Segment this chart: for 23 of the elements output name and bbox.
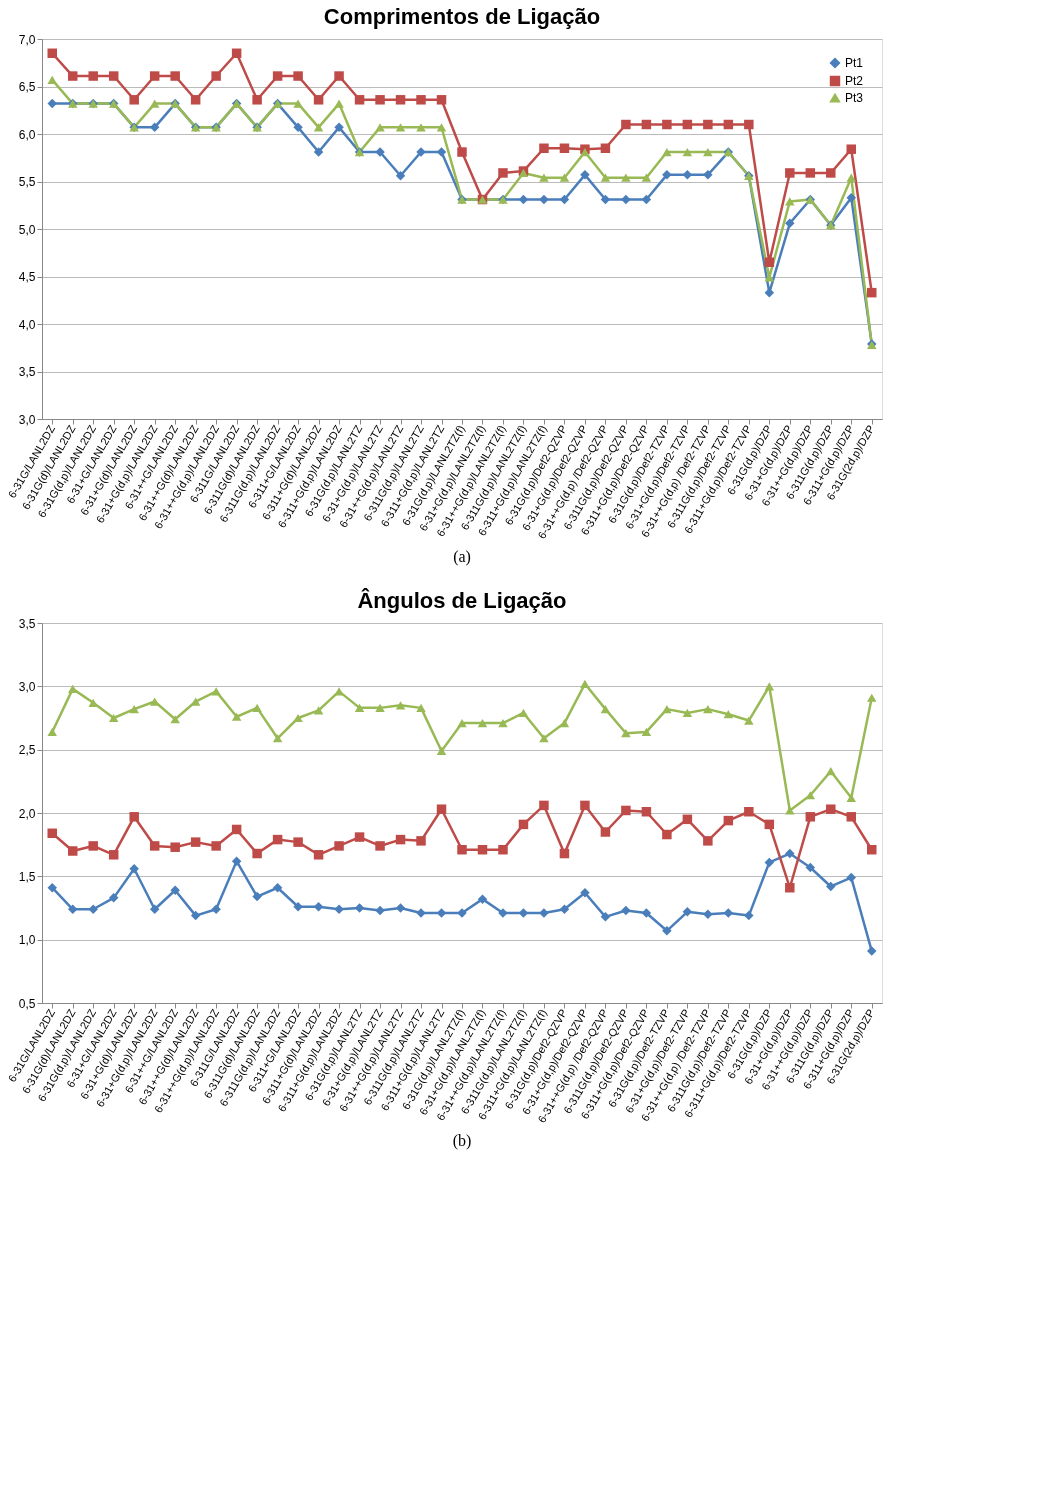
y-tick-label: 5,0: [18, 222, 36, 237]
text: (a): [453, 548, 471, 566]
y-tick-label: 6,0: [18, 127, 36, 142]
y-tick-label: 1,0: [18, 933, 36, 948]
y-tick-label: 2,0: [18, 806, 36, 821]
y-tick-label: 4,5: [18, 270, 36, 284]
y-tick-label: 0,5: [18, 996, 36, 1011]
legend-label: Pt1: [845, 56, 864, 70]
chart-title: Ângulos de Ligação: [357, 588, 567, 613]
y-tick-label: 2,5: [18, 743, 36, 758]
y-tick-label: 5,5: [18, 175, 36, 189]
text: (b): [452, 1132, 472, 1150]
y-tick-label: 6,5: [18, 80, 36, 94]
y-tick-label: 1,5: [18, 869, 36, 884]
legend-label: Pt3: [845, 91, 864, 105]
y-tick-label: 3,0: [18, 679, 36, 694]
y-tick-label: 4,0: [18, 317, 36, 332]
y-tick-label: 3,0: [18, 412, 36, 427]
legend-label: Pt2: [845, 74, 864, 88]
y-tick-label: 3,5: [18, 365, 36, 379]
y-tick-label: 7,0: [18, 32, 36, 47]
chart-title: Comprimentos de Ligação: [323, 4, 601, 29]
y-tick-label: 3,5: [18, 616, 36, 631]
